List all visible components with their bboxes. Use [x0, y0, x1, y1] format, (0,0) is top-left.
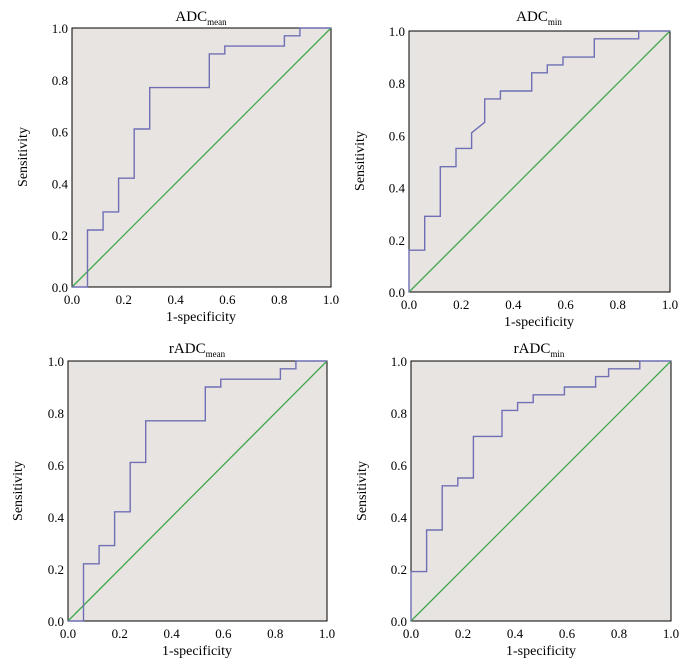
x-tick-label: 0.6 [557, 297, 574, 312]
x-tick-label: 0.0 [60, 626, 76, 641]
x-tick-label: 0.6 [559, 626, 576, 641]
x-tick-label: 0.8 [611, 626, 627, 641]
x-tick-labels: 0.0 0.2 0.4 0.6 0.8 1.0 [403, 626, 679, 641]
y-tick-label: 0.2 [48, 562, 64, 577]
chart-panel-radc-min: rADCmin 0.0 0.2 0.4 0.6 0.8 1.0 0.00.20.40.60… [355, 341, 679, 659]
y-tick-labels: 0.0 0.2 0.4 0.6 0.8 1.0 [48, 354, 65, 629]
y-tick-label: 0.0 [48, 614, 64, 629]
chart-title: rADCmean [169, 341, 226, 359]
y-tick-label: 0.6 [389, 128, 406, 143]
y-axis-label: Sensitivity [11, 461, 26, 521]
y-tick-label: 0.2 [389, 233, 405, 248]
y-tick-labels: 0.0 0.2 0.4 0.6 0.8 1.0 [389, 24, 406, 300]
x-tick-labels: 0.0 0.2 0.4 0.6 0.8 1.0 [64, 292, 339, 307]
chart-title: ADCmean [175, 9, 227, 27]
y-tick-label: 0.0 [389, 285, 405, 300]
y-tick-label: 0.4 [52, 176, 69, 191]
x-tick-label: 0.2 [453, 297, 469, 312]
x-axis-label: 1-specificity [504, 315, 574, 330]
chart-title: ADCmin [516, 9, 562, 27]
y-tick-label: 0.6 [52, 125, 69, 140]
y-tick-label: 0.8 [52, 73, 68, 88]
y-axis-label: Sensitivity [16, 127, 31, 187]
roc-curve [68, 360, 327, 622]
chart-panel-radc-mean: rADCmean 0.0 0.2 0.4 0.6 0.8 1.0 0.0 0.2 0.4 0.6… [11, 341, 335, 659]
reference-line [67, 360, 328, 622]
y-tick-label: 0.8 [391, 406, 407, 421]
chart-panel-adc-min: ADCmin 0.0 0.2 0.4 0.6 0.8 1.0 0.00.20.40.60.… [353, 9, 678, 330]
y-tick-label: 0.0 [52, 280, 68, 295]
y-tick-labels: 0.0 0.2 0.4 0.6 0.8 1.0 [391, 354, 408, 629]
x-axis-label: 1-specificity [506, 644, 576, 659]
x-tick-label: 1.0 [662, 297, 678, 312]
x-tick-label: 0.4 [163, 626, 180, 641]
x-axis-label: 1-specificity [162, 644, 232, 659]
x-tick-label: 0.2 [455, 626, 471, 641]
x-tick-labels: 0.0 0.2 0.4 0.6 0.8 1.0 [60, 626, 335, 641]
chart-panel-adc-mean: ADCmean 0.0 0.2 0.4 0.6 0.8 1.0 0.00.20.40.60… [16, 9, 339, 325]
x-tick-label: 0.6 [215, 626, 232, 641]
x-tick-label: 1.0 [663, 626, 679, 641]
x-tick-label: 0.0 [64, 292, 80, 307]
y-tick-label: 0.6 [391, 458, 408, 473]
y-tick-label: 0.8 [48, 406, 64, 421]
reference-line [71, 27, 332, 288]
y-tick-labels: 0.0 0.2 0.4 0.6 0.8 1.0 [52, 21, 69, 295]
x-tick-label: 1.0 [323, 292, 339, 307]
roc-curve [410, 360, 671, 621]
chart-title: rADCmin [514, 341, 565, 359]
y-tick-label: 1.0 [48, 354, 64, 369]
x-tick-label: 0.8 [267, 626, 283, 641]
x-tick-label: 0.4 [507, 626, 524, 641]
x-tick-label: 0.4 [167, 292, 184, 307]
y-tick-label: 0.0 [391, 614, 407, 629]
x-tick-label: 1.0 [319, 626, 335, 641]
x-tick-label: 0.2 [116, 292, 132, 307]
y-axis-label: Sensitivity [353, 131, 368, 191]
y-tick-label: 1.0 [389, 24, 405, 39]
x-tick-label: 0.6 [219, 292, 236, 307]
y-tick-label: 0.4 [389, 181, 406, 196]
y-tick-label: 0.4 [391, 510, 408, 525]
x-tick-label: 0.0 [403, 626, 419, 641]
y-tick-label: 0.2 [391, 562, 407, 577]
x-tick-label: 0.8 [610, 297, 626, 312]
x-tick-label: 0.0 [401, 297, 417, 312]
x-tick-label: 0.4 [505, 297, 522, 312]
x-tick-label: 0.8 [271, 292, 287, 307]
y-axis-label: Sensitivity [355, 461, 370, 521]
reference-line [408, 30, 671, 293]
y-tick-label: 0.4 [48, 510, 65, 525]
x-tick-label: 0.2 [112, 626, 128, 641]
roc-curve [408, 30, 670, 292]
y-tick-label: 1.0 [391, 354, 407, 369]
reference-line [410, 360, 672, 622]
y-tick-label: 0.6 [48, 458, 65, 473]
y-tick-label: 1.0 [52, 21, 68, 36]
y-tick-label: 0.8 [389, 76, 405, 91]
x-axis-label: 1-specificity [166, 310, 236, 325]
roc-curve [72, 27, 331, 288]
y-tick-label: 0.2 [52, 228, 68, 243]
x-tick-labels: 0.0 0.2 0.4 0.6 0.8 1.0 [401, 297, 678, 312]
